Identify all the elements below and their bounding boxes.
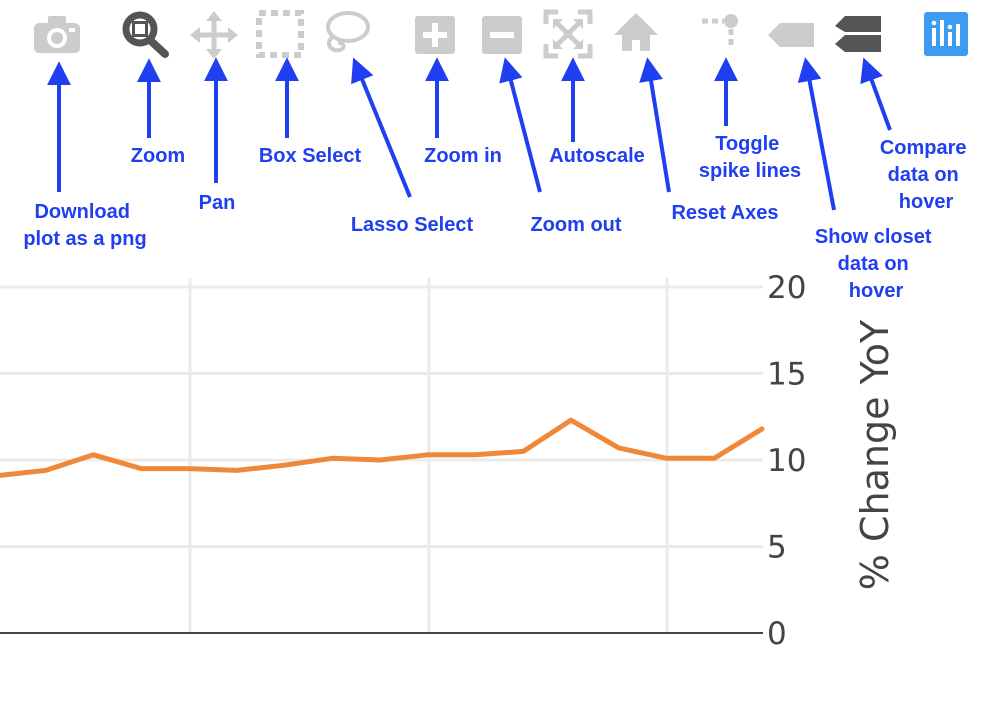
plotly-logo-icon[interactable] <box>924 12 968 56</box>
label-zoom: Zoom <box>131 145 185 167</box>
label-box-select: Box Select <box>259 145 362 167</box>
label-zoom-in: Zoom in <box>424 145 502 167</box>
y-tick-label: 15 <box>767 357 806 393</box>
label-zoom-out: Zoom out <box>530 214 621 236</box>
modebar <box>34 9 968 59</box>
label-hover-compare: Compare data on hover <box>880 137 972 213</box>
minus-box-icon[interactable] <box>482 16 522 54</box>
y-tick-label: 5 <box>767 530 787 566</box>
plus-box-icon[interactable] <box>415 16 455 54</box>
y-axis-ticks: 0 5 10 15 20 <box>767 270 806 652</box>
y-tick-label: 20 <box>767 270 806 306</box>
tag-icon[interactable] <box>768 23 814 47</box>
dashed-box-icon[interactable] <box>256 10 304 58</box>
line-chart: 0 5 10 15 20 % Change YoY <box>0 270 897 652</box>
spike-lines-icon[interactable] <box>702 14 738 48</box>
arrow-reset-axes <box>639 57 671 193</box>
magnifier-icon[interactable] <box>122 11 169 58</box>
arrow-zoom-out <box>499 57 542 193</box>
arrow-lasso-select <box>351 57 412 198</box>
home-icon[interactable] <box>614 13 658 51</box>
label-pan: Pan <box>199 192 236 214</box>
callout-arrows <box>47 57 892 211</box>
horizontal-gridlines <box>0 285 763 548</box>
label-reset-axes: Reset Axes <box>671 202 778 224</box>
label-lasso-select: Lasso Select <box>351 214 474 236</box>
label-spike-lines: Toggle spike lines <box>699 133 801 182</box>
callout-labels: Download plot as a png Zoom Pan Box Sele… <box>23 133 972 302</box>
lasso-icon[interactable] <box>326 11 370 53</box>
arrow-hover-closest <box>797 57 836 211</box>
series-line <box>0 417 765 478</box>
double-tag-icon[interactable] <box>835 16 881 52</box>
label-hover-closest: Show closet data on hover <box>815 226 937 302</box>
y-axis-label: % Change YoY <box>853 319 897 590</box>
move-arrows-icon[interactable] <box>190 11 238 59</box>
arrow-hover-compare <box>860 57 892 131</box>
label-autoscale: Autoscale <box>549 145 645 167</box>
label-download: Download plot as a png <box>23 201 146 250</box>
y-tick-label: 10 <box>767 443 806 479</box>
autoscale-icon[interactable] <box>543 9 593 59</box>
y-tick-label: 0 <box>767 616 787 652</box>
camera-icon[interactable] <box>34 16 80 53</box>
